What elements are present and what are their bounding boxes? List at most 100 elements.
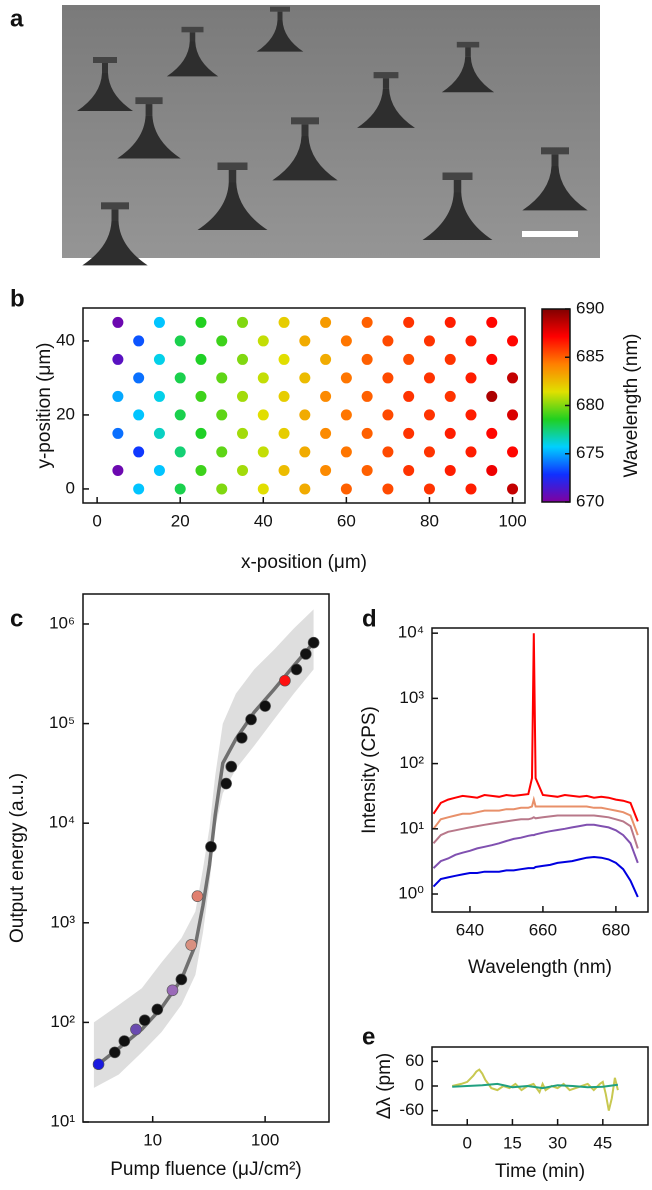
x-axis-title: Time (min) (495, 1161, 585, 1182)
x-tick-label: 80 (420, 511, 439, 530)
point (299, 446, 311, 458)
y-axis-title: Intensity (CPS) (359, 706, 380, 834)
point (320, 316, 332, 328)
point (279, 674, 291, 687)
panel-label: e (362, 1023, 375, 1050)
point (235, 731, 248, 744)
point (507, 372, 519, 384)
point (486, 353, 498, 365)
sem-image (62, 5, 600, 266)
point (278, 316, 290, 328)
x-tick-label: 100 (498, 511, 526, 530)
point (320, 390, 332, 402)
point (320, 353, 332, 365)
point (382, 446, 394, 458)
point (361, 353, 373, 365)
point (133, 483, 145, 495)
colorbar-title: Wavelength (nm) (621, 334, 642, 478)
point (382, 335, 394, 347)
x-tick-label: 0 (92, 511, 101, 530)
panel-label: b (10, 285, 25, 312)
x-axis-title: Wavelength (nm) (468, 957, 612, 978)
point (465, 409, 477, 421)
x-tick-label: 0 (463, 1133, 472, 1152)
point (138, 1014, 151, 1027)
point (195, 316, 207, 328)
point (486, 316, 498, 328)
y-tick-label: 10⁵ (49, 713, 75, 732)
point (278, 464, 290, 476)
point (278, 390, 290, 402)
point (195, 427, 207, 439)
y-tick-label: 10¹ (399, 818, 424, 837)
point (133, 409, 145, 421)
point (307, 636, 320, 649)
point (320, 427, 332, 439)
point (299, 648, 312, 660)
colorbar-tick-label: 690 (576, 298, 604, 317)
y-tick-label: -60 (399, 1100, 424, 1119)
y-axis-title: y-position (μm) (34, 342, 55, 468)
y-axis-title: Δλ (pm) (374, 1053, 395, 1120)
point (423, 446, 435, 458)
point (507, 446, 519, 458)
point (216, 483, 228, 495)
point (299, 483, 311, 495)
point (153, 316, 165, 328)
point (382, 372, 394, 384)
point (403, 316, 415, 328)
point (465, 483, 477, 495)
y-tick-label: 10³ (50, 912, 75, 931)
point (403, 390, 415, 402)
y-tick-label: 20 (56, 404, 75, 423)
x-tick-label: 100 (251, 1130, 279, 1149)
point (382, 409, 394, 421)
point (174, 372, 186, 384)
point (423, 372, 435, 384)
y-tick-label: 10⁴ (398, 623, 424, 642)
x-tick-label: 640 (456, 920, 484, 939)
point (153, 353, 165, 365)
point (465, 335, 477, 347)
point (216, 409, 228, 421)
point (220, 777, 232, 790)
point (174, 335, 186, 347)
point (174, 409, 186, 421)
point (216, 372, 228, 384)
point (166, 984, 179, 997)
panel-label: c (10, 605, 23, 632)
point (340, 372, 352, 384)
point (151, 1003, 164, 1016)
colorbar-tick-label: 680 (576, 395, 604, 414)
series-line (432, 795, 639, 836)
y-tick-label: 40 (56, 330, 75, 349)
x-tick-label: 45 (593, 1133, 612, 1152)
y-tick-label: 0 (66, 478, 75, 497)
plot-frame (431, 627, 649, 913)
y-tick-label: 10² (399, 753, 424, 772)
point (216, 335, 228, 347)
point (92, 1058, 105, 1071)
point (403, 353, 415, 365)
series-line (432, 814, 639, 849)
panel-label: d (362, 605, 377, 632)
point (205, 840, 217, 853)
point (216, 446, 228, 458)
y-tick-label: 0 (415, 1075, 424, 1094)
point (340, 483, 352, 495)
y-axis-title: Output energy (a.u.) (7, 773, 28, 943)
point (361, 427, 373, 439)
point (507, 483, 519, 495)
y-tick-label: 10² (50, 1012, 75, 1031)
point (130, 1023, 142, 1036)
point (225, 760, 238, 773)
point (257, 483, 269, 495)
point (245, 713, 257, 726)
series-line (452, 1082, 619, 1090)
point (423, 335, 435, 347)
point (174, 483, 186, 495)
plot-frame (82, 593, 330, 1123)
point (112, 316, 124, 328)
x-tick-label: 60 (337, 511, 356, 530)
point (237, 464, 249, 476)
